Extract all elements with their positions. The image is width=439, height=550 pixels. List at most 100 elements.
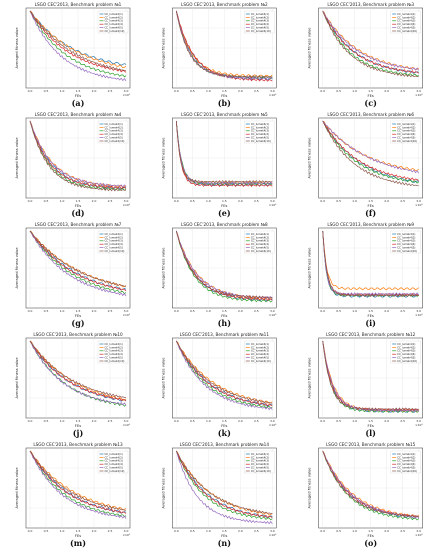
legend-label: CC_lumek4(3) bbox=[251, 349, 269, 353]
x-tick-label: 2.5 bbox=[108, 89, 113, 93]
x-tick-label: 2.5 bbox=[400, 89, 405, 93]
panel-letter: (d) bbox=[71, 208, 84, 218]
x-axis-label: FEs bbox=[75, 314, 81, 318]
x-tick-label: 2.0 bbox=[384, 89, 389, 93]
legend-label: CC_lumek4(10) bbox=[105, 249, 125, 253]
series-line bbox=[29, 120, 127, 190]
x-tick-label: 0.5 bbox=[44, 89, 49, 93]
x-tick-label: 0.5 bbox=[44, 529, 49, 533]
x-axis-label: FEs bbox=[75, 94, 81, 98]
x-tick-label: 0.0 bbox=[174, 309, 179, 313]
x-tick-label: 2.5 bbox=[108, 419, 113, 423]
y-axis-label: Averaged fitness value bbox=[308, 247, 312, 289]
x-exponent-label: ×10⁶ bbox=[269, 533, 277, 537]
subplot: LSGO CEC'2013, Benchmark problem №15 0.0 0… bbox=[308, 442, 424, 548]
x-tick-label: 0.5 bbox=[190, 199, 195, 203]
x-tick-label: 0.0 bbox=[174, 529, 179, 533]
y-axis-label: Averaged fitness value bbox=[308, 467, 312, 509]
x-exponent-label: ×10⁶ bbox=[122, 533, 130, 537]
x-tick-label: 1.0 bbox=[352, 419, 357, 423]
series-line bbox=[176, 340, 273, 407]
series-line bbox=[322, 450, 419, 519]
x-tick-label: 3.0 bbox=[124, 89, 129, 93]
legend bbox=[390, 340, 421, 364]
legend-label: CC_lumek4(10) bbox=[397, 469, 417, 473]
panel-letter: (m) bbox=[70, 538, 86, 548]
series-line bbox=[175, 230, 273, 300]
panel-letter: (n) bbox=[218, 538, 232, 548]
legend-label: CC_lumek4(2) bbox=[251, 15, 269, 19]
x-tick-label: 2.5 bbox=[254, 419, 259, 423]
series-line bbox=[29, 230, 127, 292]
legend bbox=[97, 120, 129, 144]
x-tick-label: 0.0 bbox=[174, 89, 179, 93]
legend bbox=[244, 120, 275, 144]
subplot: LSGO CEC'2013, Benchmark problem №14 0.0 0… bbox=[161, 442, 277, 548]
subplot: LSGO CEC'2013, Benchmark problem №11 0.0 0… bbox=[161, 332, 277, 438]
subplot-title: LSGO CEC'2013, Benchmark problem №7 bbox=[35, 222, 122, 227]
panel-letter: (f) bbox=[365, 208, 376, 218]
y-axis-label: Averaged fitness value bbox=[161, 27, 165, 69]
series-line bbox=[176, 340, 273, 404]
x-tick-label: 2.5 bbox=[108, 309, 113, 313]
x-tick-label: 3.0 bbox=[416, 529, 421, 533]
legend bbox=[390, 230, 421, 254]
subplot: LSGO CEC'2013, Benchmark problem №13 0.0 0… bbox=[15, 442, 131, 548]
legend-label: CC_lumek4(2) bbox=[105, 15, 123, 19]
x-tick-label: 1.0 bbox=[352, 529, 357, 533]
legend-label: CC_lumek4(10) bbox=[251, 249, 271, 253]
legend-label: CC_lumek4(10) bbox=[251, 29, 271, 33]
series-line bbox=[322, 120, 419, 174]
legend-label: CC_lumek4(3) bbox=[397, 459, 415, 463]
legend-label: CC_lumek4(10) bbox=[251, 359, 271, 363]
x-tick-label: 1.5 bbox=[368, 199, 373, 203]
legend-label: CC_lumek4(10) bbox=[105, 469, 125, 473]
series-line bbox=[322, 230, 419, 296]
x-axis-label: FEs bbox=[368, 534, 374, 538]
series-line bbox=[176, 450, 273, 516]
legend-label: CC_lumek4(4) bbox=[105, 22, 123, 26]
legend-label: CC_lumek4(5) bbox=[251, 356, 269, 360]
legend-label: CC_lumek4(5) bbox=[105, 246, 123, 250]
legend bbox=[97, 10, 129, 34]
legend-label: CC_lumek4(5) bbox=[105, 466, 123, 470]
series-line bbox=[29, 340, 127, 399]
legend-label: CC_lumek4(4) bbox=[251, 132, 269, 136]
subplot-title: LSGO CEC'2013, Benchmark problem №11 bbox=[180, 332, 270, 337]
x-tick-label: 2.0 bbox=[92, 419, 97, 423]
x-tick-label: 0.5 bbox=[336, 419, 341, 423]
x-tick-label: 2.5 bbox=[254, 199, 259, 203]
x-tick-label: 0.0 bbox=[174, 419, 179, 423]
x-tick-label: 1.0 bbox=[60, 419, 65, 423]
legend-label: CC_lumek4(1) bbox=[105, 342, 123, 346]
legend bbox=[97, 230, 129, 254]
legend-label: CC_lumek4(4) bbox=[397, 132, 415, 136]
x-tick-label: 2.0 bbox=[238, 309, 243, 313]
legend-label: CC_lumek4(2) bbox=[105, 235, 123, 239]
legend-label: CC_lumek4(5) bbox=[105, 26, 123, 30]
panel-letter: (b) bbox=[218, 98, 231, 108]
x-tick-label: 0.5 bbox=[44, 419, 49, 423]
y-axis-label: Averaged fitness value bbox=[15, 137, 19, 179]
legend-label: CC_lumek4(3) bbox=[105, 19, 123, 23]
legend-label: CC_lumek4(1) bbox=[251, 12, 269, 16]
x-tick-label: 3.0 bbox=[416, 419, 421, 423]
series-line bbox=[175, 230, 273, 303]
y-axis-label: Averaged fitness value bbox=[308, 357, 312, 399]
legend-label: CC_lumek4(2) bbox=[105, 125, 123, 129]
series-line bbox=[322, 120, 419, 181]
series-line bbox=[175, 10, 273, 79]
x-exponent-label: ×10⁶ bbox=[415, 423, 423, 427]
panel-letter: (a) bbox=[72, 98, 85, 108]
subplot-title: LSGO CEC'2013, Benchmark problem №12 bbox=[326, 332, 416, 337]
series-line bbox=[175, 10, 273, 80]
legend-label: CC_lumek4(2) bbox=[397, 235, 415, 239]
x-exponent-label: ×10⁶ bbox=[415, 203, 423, 207]
legend-label: CC_lumek4(2) bbox=[251, 125, 269, 129]
x-tick-label: 3.0 bbox=[124, 309, 129, 313]
y-axis-label: Averaged fitness value bbox=[308, 137, 312, 179]
legend-label: CC_lumek4(10) bbox=[251, 469, 271, 473]
x-tick-label: 3.0 bbox=[124, 529, 129, 533]
x-exponent-label: ×10⁶ bbox=[122, 423, 130, 427]
